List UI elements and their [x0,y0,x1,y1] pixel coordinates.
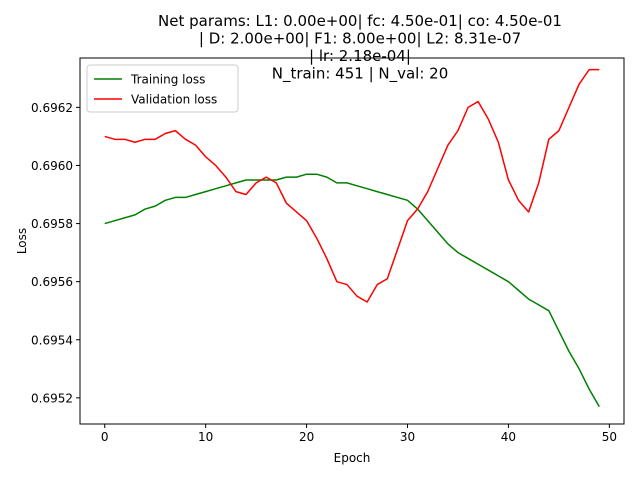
y-axis-label: Loss [15,228,29,254]
x-tick-label: 30 [400,430,415,444]
y-tick-label: 0.6962 [31,101,73,115]
legend-box [86,64,239,113]
y-tick-label: 0.6956 [31,275,73,289]
title-line: | D: 2.00e+00| F1: 8.00e+00| L2: 8.31e-0… [199,30,521,48]
x-tick-label: 40 [501,430,516,444]
chart-title: Net params: L1: 0.00e+00| fc: 4.50e-01| … [158,12,562,84]
x-axis-label: Epoch [334,451,371,465]
y-tick-label: 0.6958 [31,217,73,231]
y-tick-label: 0.6952 [31,391,73,405]
x-tick-label: 0 [101,430,109,444]
y-tick-label: 0.6954 [31,333,73,347]
title-line: Net params: L1: 0.00e+00| fc: 4.50e-01| … [158,12,562,30]
x-tick-label: 20 [299,430,314,444]
x-tick-label: 50 [602,430,617,444]
series-line-training-loss [104,173,600,407]
legend: Training loss Validation loss [86,64,239,113]
legend-label: Validation loss [131,93,217,107]
series-line-validation-loss [104,68,600,303]
series-lines [104,68,600,407]
title-line: N_train: 451 | N_val: 20 [272,65,449,84]
x-tick-label: 10 [198,430,213,444]
legend-label: Training loss [130,73,205,87]
y-axis-ticks: 0.6952 0.6954 0.6956 0.6958 0.6960 0.6962 [31,101,80,405]
y-tick-label: 0.6960 [31,159,73,173]
plot-frame [79,57,625,425]
x-axis-ticks: 0 10 20 30 40 50 [101,424,617,444]
title-line: | lr: 2.18e-04| [309,47,411,65]
